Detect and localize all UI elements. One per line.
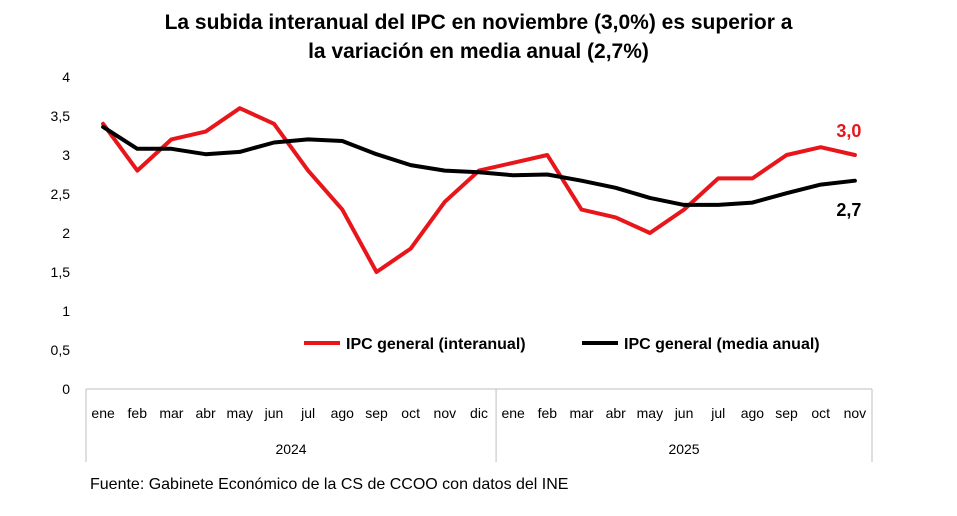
y-tick-label: 2: [62, 225, 70, 241]
legend-label-interanual: IPC general (interanual): [346, 336, 526, 353]
y-tick-label: 2,5: [51, 186, 71, 202]
x-tick-label: abr: [606, 405, 627, 421]
x-tick-label: may: [227, 405, 253, 421]
x-group-label: 2024: [275, 441, 306, 457]
x-tick-label: ene: [91, 405, 115, 421]
chart-title-line-2: la variación en media anual (2,7%): [308, 40, 649, 63]
x-tick-label: nov: [434, 405, 457, 421]
y-tick-label: 0,5: [51, 342, 71, 358]
x-tick-label: dic: [470, 405, 488, 421]
y-tick-label: 1: [62, 303, 70, 319]
chart-title-line-1: La subida interanual del IPC en noviembr…: [164, 11, 793, 34]
chart-title: La subida interanual del IPC en noviembr…: [0, 8, 957, 66]
x-group-label: 2025: [668, 441, 699, 457]
series-line-media-anual: [101, 124, 857, 207]
x-tick-label: oct: [811, 405, 830, 421]
x-tick-label: oct: [401, 405, 420, 421]
x-tick-label: mar: [569, 405, 593, 421]
x-tick-label: feb: [538, 405, 558, 421]
x-tick-label: nov: [844, 405, 867, 421]
x-tick-label: mar: [159, 405, 183, 421]
source-note: Fuente: Gabinete Económico de la CS de C…: [90, 476, 569, 493]
x-tick-label: ago: [331, 405, 355, 421]
end-label-interanual: 3,0: [836, 121, 861, 141]
y-tick-label: 3: [62, 147, 70, 163]
x-tick-label: ene: [501, 405, 525, 421]
x-tick-label: abr: [195, 405, 216, 421]
x-tick-label: sep: [775, 405, 798, 421]
y-tick-label: 3,5: [51, 108, 71, 124]
x-tick-label: feb: [128, 405, 148, 421]
x-tick-label: may: [637, 405, 663, 421]
x-tick-label: jul: [300, 405, 315, 421]
end-label-media-anual: 2,7: [836, 200, 861, 220]
x-tick-label: jun: [264, 405, 284, 421]
legend-label-media-anual: IPC general (media anual): [624, 336, 820, 353]
x-tick-label: jun: [674, 405, 694, 421]
x-tick-label: ago: [741, 405, 765, 421]
x-tick-label: jul: [710, 405, 725, 421]
y-tick-label: 0: [62, 381, 70, 397]
x-tick-label: sep: [365, 405, 388, 421]
y-tick-label: 1,5: [51, 264, 71, 280]
series-line-interanual: [101, 106, 857, 274]
y-tick-label: 4: [62, 69, 70, 85]
